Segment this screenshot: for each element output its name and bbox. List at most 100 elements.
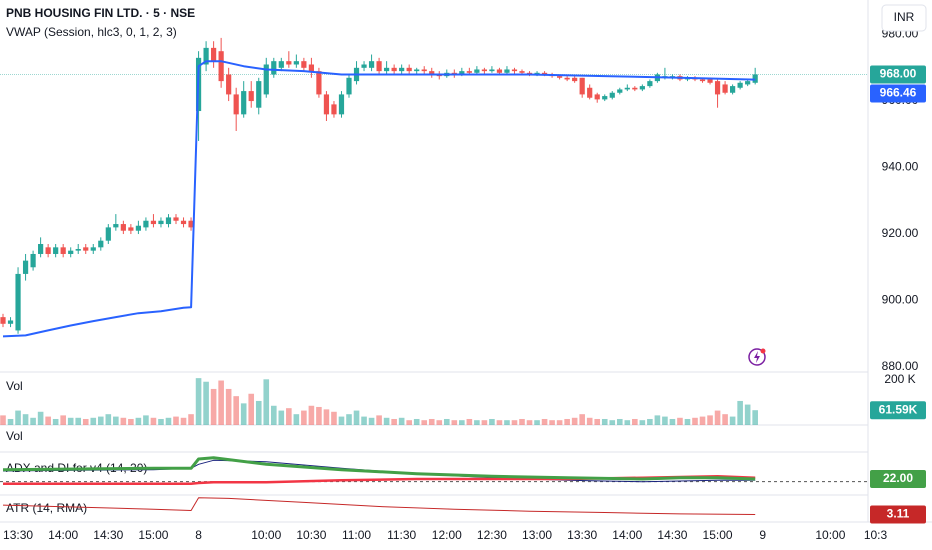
volume-bar <box>240 403 247 425</box>
volume-bar <box>37 411 44 425</box>
candle-body <box>346 77 352 95</box>
candle-body <box>617 89 623 93</box>
volume-bar <box>654 415 661 425</box>
candle-body <box>406 67 412 72</box>
candle-body <box>211 47 217 62</box>
volume-bar <box>135 417 142 425</box>
value-tag-label: 3.11 <box>887 507 910 521</box>
volume-bar <box>692 417 698 425</box>
volume-bar <box>30 417 36 425</box>
candle-body <box>587 87 593 98</box>
volume-bar <box>263 379 270 425</box>
candle-body <box>83 247 89 251</box>
volume-bar <box>556 420 563 425</box>
candle-body <box>308 64 314 72</box>
value-tag-label: 968.00 <box>880 67 917 81</box>
volume-bar <box>616 418 623 425</box>
candle-body <box>534 72 540 75</box>
candle-body <box>414 69 420 72</box>
volume-bar <box>534 420 540 425</box>
volume-bar <box>752 410 758 425</box>
volume-bar <box>489 418 495 425</box>
volume-bar <box>150 417 157 425</box>
x-tick-label: 13:00 <box>522 528 552 542</box>
volume-bar <box>331 411 337 425</box>
x-tick-label: 15:00 <box>138 528 168 542</box>
candle-body <box>241 91 247 115</box>
candle-body <box>399 67 405 72</box>
candle-body <box>135 225 141 231</box>
candle-body <box>68 250 74 254</box>
volume-bar <box>293 414 300 425</box>
candle-body <box>602 96 608 100</box>
y-tick-label: 940.00 <box>882 160 919 174</box>
alert-dot <box>760 348 766 354</box>
candle-body <box>53 247 59 254</box>
candle-body <box>248 91 254 102</box>
value-tag <box>870 84 926 103</box>
volume-bar <box>526 420 533 425</box>
volume-bar <box>15 410 21 425</box>
candle-body <box>429 71 435 75</box>
volume-bar <box>22 414 29 425</box>
candle-body <box>98 240 104 248</box>
candle-body <box>368 61 375 68</box>
candle-body <box>90 247 96 251</box>
volume-bar <box>737 400 743 425</box>
x-tick-label: 14:00 <box>48 528 78 542</box>
currency-button[interactable] <box>881 4 927 32</box>
y-tick-label: 880.00 <box>882 359 919 373</box>
volume-bar <box>270 405 277 425</box>
candle-body <box>45 247 51 254</box>
volume-bar <box>496 420 503 425</box>
line <box>2 497 756 515</box>
candle-body <box>120 224 126 231</box>
value-tag <box>870 470 926 488</box>
candle-body <box>75 248 81 251</box>
axes: 880.00900.00920.00940.00960.00980.0013:3… <box>3 27 926 542</box>
chart-title: PNB HOUSING FIN LTD. · 5 · NSE <box>6 6 195 20</box>
volume-bar <box>67 417 74 425</box>
line <box>2 60 756 338</box>
candle-body <box>647 81 653 87</box>
x-tick-label: 13:30 <box>567 528 597 542</box>
volume-bar <box>647 418 653 425</box>
candle-body <box>699 79 706 82</box>
candle-body <box>22 260 29 274</box>
candle-body <box>143 220 149 228</box>
volume-bar <box>286 408 292 425</box>
volume-bar <box>308 405 315 425</box>
candle-body <box>730 86 736 93</box>
volume-bar <box>609 420 616 425</box>
volume-bar <box>421 420 428 425</box>
volume-bar <box>451 420 458 425</box>
value-tag <box>870 401 926 420</box>
volume-bar <box>579 414 585 425</box>
volume-bar <box>722 414 728 425</box>
volume-bar <box>0 415 6 425</box>
volume-bar <box>316 406 322 425</box>
candle-body <box>113 224 119 228</box>
volume-bar <box>391 418 397 425</box>
candle-body <box>481 69 487 72</box>
volume-bar <box>128 418 134 425</box>
candle-body <box>714 81 721 95</box>
indicator-label: VWAP (Session, hlc3, 0, 1, 2, 3) <box>6 25 177 39</box>
candle-body <box>466 71 472 73</box>
volume-bar <box>571 417 578 425</box>
volume-bar <box>255 400 262 425</box>
x-tick-label: 10:00 <box>251 528 281 542</box>
volume-bar <box>45 416 51 425</box>
volume-bar <box>158 418 164 425</box>
candle-body <box>323 94 330 115</box>
candle-body <box>361 64 367 68</box>
candle-body <box>271 61 277 75</box>
line <box>2 456 756 481</box>
currency[interactable]: INR <box>894 10 915 24</box>
x-tick-label: 14:30 <box>657 528 687 542</box>
alert-icon[interactable] <box>748 348 766 366</box>
volume-bar <box>301 410 307 425</box>
candle-body <box>421 69 427 72</box>
volume-bar <box>7 418 14 425</box>
